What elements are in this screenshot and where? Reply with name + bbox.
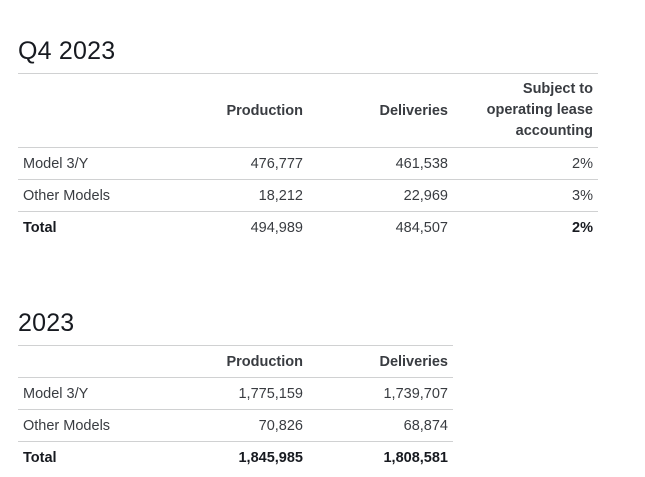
deliveries-value: 22,969 [403,187,448,204]
deliveries-value: 1,739,707 [383,385,448,402]
table-row: Model 3/Y 1,775,159 1,739,707 [18,377,453,410]
row-label: Model 3/Y [23,155,89,172]
header-deliveries: Deliveries [379,102,448,119]
header-production: Production [226,102,303,119]
table-row: Other Models 70,826 68,874 [18,409,453,442]
lease-value-total: 2% [572,219,593,236]
deliveries-value-total: 1,808,581 [383,449,448,466]
row-label-total: Total [23,449,57,466]
row-label: Other Models [23,187,111,204]
production-value: 70,826 [258,417,303,434]
lease-value: 3% [572,187,593,204]
header-empty [18,74,163,148]
row-label: Model 3/Y [23,385,89,402]
table-2023: Production Deliveries Model 3/Y 1,775,15… [18,345,453,474]
row-label-total: Total [23,219,57,236]
production-value: 476,777 [250,155,303,172]
production-value: 18,212 [258,187,303,204]
section-title-q4-2023: Q4 2023 [18,37,116,65]
deliveries-value: 484,507 [395,219,448,236]
table-row: Other Models 18,212 22,969 3% [18,179,598,212]
table-header-row: Production Deliveries [18,345,453,378]
deliveries-value: 461,538 [395,155,448,172]
header-lease-accounting: Subject to operating lease accounting [486,81,593,139]
table-row-total: Total 1,845,985 1,808,581 [18,441,453,474]
row-label: Other Models [23,417,111,434]
lease-value: 2% [572,155,593,172]
table-row-total: Total 494,989 484,507 2% [18,211,598,244]
table-row: Model 3/Y 476,777 461,538 2% [18,147,598,180]
deliveries-value: 68,874 [403,417,448,434]
production-value: 1,775,159 [238,385,303,402]
header-empty [18,346,163,378]
table-header-row: Production Deliveries Subject to operati… [18,73,598,148]
header-deliveries: Deliveries [379,353,448,370]
table-q4-2023: Production Deliveries Subject to operati… [18,73,598,244]
header-production: Production [226,353,303,370]
production-value: 494,989 [250,219,303,236]
production-value-total: 1,845,985 [238,449,303,466]
section-title-2023: 2023 [18,309,75,337]
